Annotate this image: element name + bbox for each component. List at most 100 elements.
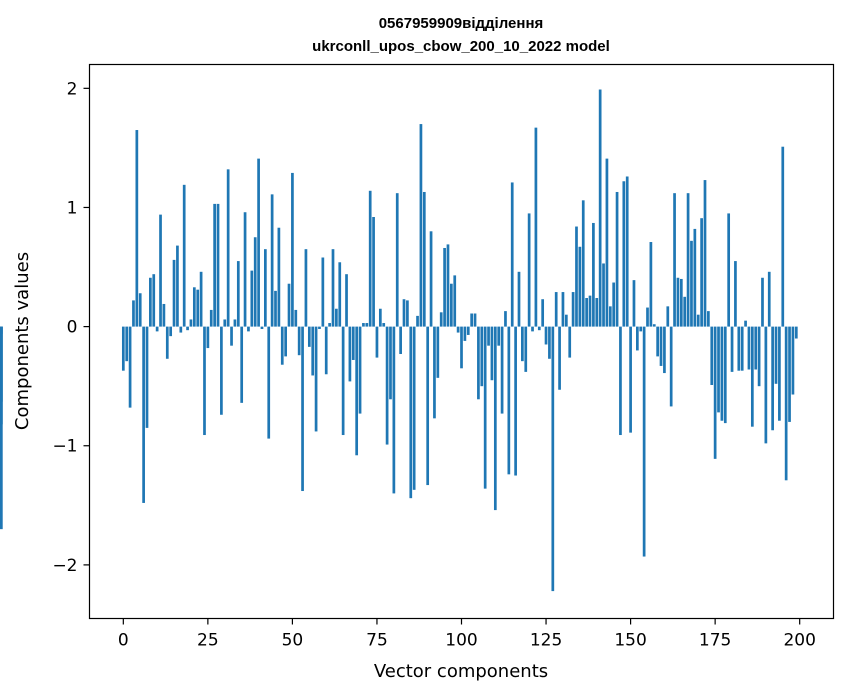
x-axis-ticks: 0 25 50 75 100 125 150 175 200: [118, 618, 816, 651]
bar: [747, 326, 751, 370]
y-axis-label: Components values: [12, 252, 33, 430]
bar: [771, 326, 774, 431]
bar: [663, 326, 666, 374]
bar: [277, 227, 281, 327]
bar: [673, 193, 676, 327]
bar: [433, 326, 436, 419]
bar: [301, 326, 304, 492]
chart-title-line-1: 0567959909відділення: [379, 15, 544, 32]
bar: [730, 326, 734, 372]
bar: [162, 303, 166, 327]
bar: [179, 326, 183, 333]
bar: [493, 326, 497, 511]
x-axis-label: Vector components: [374, 661, 548, 682]
bar: [666, 306, 670, 327]
bar: [453, 275, 457, 327]
bar: [331, 249, 335, 327]
bar: [223, 319, 227, 327]
bar: [240, 326, 244, 403]
x-tick-label: 150: [614, 631, 646, 651]
bar: [0, 326, 3, 530]
chart-title-line-2: ukrconll_upos_cbow_200_10_2022 model: [312, 38, 610, 55]
bar: [446, 244, 450, 327]
bar: [734, 261, 737, 327]
bar: [406, 300, 409, 327]
bar: [402, 299, 406, 327]
bar: [125, 326, 129, 362]
bar: [267, 326, 271, 439]
bar: [541, 299, 545, 327]
bar: [649, 242, 653, 327]
bar: [497, 326, 501, 346]
bar: [149, 277, 152, 327]
x-tick-label: 50: [282, 631, 304, 651]
bar: [236, 261, 240, 327]
bar: [243, 212, 247, 327]
x-tick-label: 0: [118, 631, 129, 651]
bar: [703, 180, 707, 327]
bar: [581, 200, 585, 327]
bar: [260, 326, 264, 329]
y-axis-ticks: −2 −1 0 1 2: [52, 79, 90, 576]
bar: [592, 222, 595, 327]
bar: [473, 313, 477, 327]
bar: [318, 326, 321, 329]
bar: [636, 326, 639, 351]
bar: [206, 326, 210, 349]
bar: [548, 326, 551, 359]
bar: [727, 213, 731, 327]
bar: [324, 326, 328, 375]
bar: [740, 326, 744, 371]
bar: [521, 326, 524, 362]
bar: [209, 309, 213, 327]
bar: [220, 326, 223, 415]
bar: [791, 326, 795, 395]
bar: [794, 326, 798, 339]
bar: [608, 306, 612, 327]
bar: [456, 326, 460, 333]
x-tick-label: 125: [530, 631, 562, 651]
bar: [686, 193, 690, 327]
bar: [233, 319, 237, 327]
bar: [500, 326, 504, 414]
bar: [345, 274, 348, 327]
bar: [291, 172, 294, 327]
bar: [429, 231, 433, 327]
bar: [477, 326, 480, 400]
bar: [595, 298, 599, 327]
bar: [602, 263, 605, 327]
bar: [784, 326, 788, 481]
bar: [385, 326, 389, 445]
bar: [534, 127, 538, 327]
bar: [767, 271, 771, 327]
bar: [450, 283, 453, 327]
x-tick-label: 75: [366, 631, 388, 651]
bar: [412, 326, 416, 490]
bar: [466, 326, 470, 335]
bar: [355, 326, 359, 456]
bar: [169, 326, 173, 337]
bar: [121, 326, 125, 371]
bar: [389, 326, 392, 400]
bar: [737, 326, 741, 371]
bar: [571, 292, 575, 327]
bar: [625, 176, 629, 327]
bar: [696, 314, 700, 327]
bar: [257, 158, 260, 327]
bar: [788, 326, 791, 422]
bar: [483, 326, 487, 489]
bar: [294, 309, 298, 327]
bar: [710, 326, 714, 385]
bar: [517, 271, 521, 327]
bar: [378, 308, 382, 327]
bar: [287, 283, 291, 327]
bar: [321, 257, 325, 327]
bar: [247, 326, 250, 332]
bar: [297, 326, 301, 356]
bar: [707, 311, 710, 327]
y-tick-label: −2: [52, 556, 77, 576]
bar: [510, 182, 514, 327]
bar: [551, 326, 555, 592]
y-tick-label: −1: [52, 437, 77, 457]
